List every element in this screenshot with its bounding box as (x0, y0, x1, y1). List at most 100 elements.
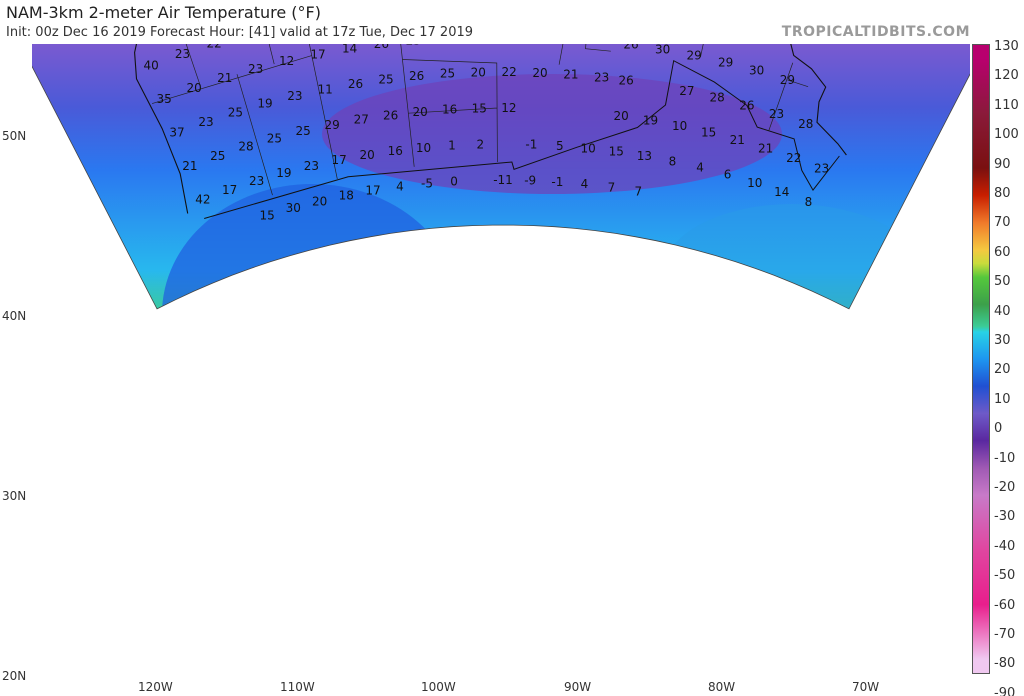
temperature-value: 23 (814, 161, 829, 175)
temperature-value: 23 (198, 115, 213, 129)
temperature-value: 13 (637, 149, 652, 163)
temperature-value: 28 (798, 117, 813, 131)
colorbar-tick-label: 10 (994, 391, 1011, 407)
colorbar-tick-label: -90 (994, 685, 1016, 696)
lat-label: 30N (2, 489, 27, 503)
warm-region-southeast (572, 274, 970, 309)
temperature-value: -1 (525, 138, 537, 152)
lat-label: 50N (2, 129, 27, 143)
lon-label: 100W (421, 680, 456, 694)
colorbar-tick-label: 30 (994, 333, 1011, 348)
temperature-value: 28 (709, 91, 724, 105)
map-title: NAM-3km 2-meter Air Temperature (°F) (6, 3, 321, 22)
temperature-value: 16 (442, 103, 457, 117)
colorbar-tick-label: 0 (994, 421, 1003, 437)
temperature-value: 20 (412, 105, 427, 119)
east-coastline (790, 44, 847, 156)
temperature-value: 26 (623, 44, 638, 52)
temperature-value: -11 (493, 173, 513, 187)
temperature-value: 1 (448, 139, 456, 153)
temperature-value: 30 (655, 44, 670, 57)
colorbar-tick-label: -60 (994, 597, 1016, 613)
temperature-value: 21 (563, 68, 578, 82)
temperature-value: 40 (144, 58, 159, 72)
temperature-value: 25 (267, 132, 282, 146)
temperature-value: 15 (701, 126, 716, 140)
temperature-value: 27 (679, 84, 694, 98)
temperature-value: 6 (724, 168, 732, 182)
temperature-value: 29 (325, 118, 340, 132)
temperature-value: 23 (175, 47, 190, 61)
temperature-value: -5 (421, 177, 433, 191)
temperature-value: 19 (276, 166, 291, 180)
temperature-value: 20 (360, 148, 375, 162)
temperature-value: 22 (502, 65, 517, 79)
temperature-value: 29 (780, 73, 795, 87)
lat-label: 40N (2, 309, 27, 323)
temperature-value: 23 (594, 70, 609, 84)
temperature-value: 26 (618, 73, 633, 87)
colorbar-tick-label: 130 (994, 39, 1019, 54)
temperature-value: 28 (438, 44, 453, 45)
mild-region-plains (312, 334, 712, 514)
temperature-value: 25 (228, 105, 243, 119)
temperature-value: 25 (210, 149, 225, 163)
temperature-value: 26 (409, 69, 424, 83)
temperature-value: 4 (696, 161, 704, 175)
temperature-value: 23 (287, 89, 302, 103)
temperature-value: 23 (769, 107, 784, 121)
temperature-value: 2 (476, 137, 484, 151)
temperature-value: 17 (222, 183, 237, 197)
west-coastline (134, 44, 189, 214)
colorbar-tick-label: -10 (994, 450, 1016, 466)
colorbar-tick-label: 80 (994, 186, 1011, 201)
temperature-value: 21 (758, 142, 773, 156)
temperature-value: 20 (471, 65, 486, 79)
temperature-value: 16 (388, 144, 403, 158)
temperature-value: 30 (286, 201, 301, 215)
temperature-value: 22 (206, 44, 221, 51)
temperature-value: 23 (248, 62, 263, 76)
temperature-value: 7 (608, 180, 616, 194)
colorbar-tick-label: 100 (994, 127, 1019, 143)
lon-label: 70W (852, 680, 880, 694)
colorbar-tick-label: -70 (994, 627, 1016, 642)
temperature-value: 10 (747, 176, 762, 190)
temperature-value: 8 (805, 195, 813, 209)
state-lines (151, 44, 809, 196)
temperature-value: 14 (342, 44, 357, 56)
temperature-value: 15 (260, 209, 275, 223)
temperature-value: 25 (440, 67, 455, 81)
colorbar-tick-label: 60 (994, 244, 1011, 260)
lon-label: 120W (138, 680, 173, 694)
colorbar-tick-label: 50 (994, 274, 1011, 290)
colorbar-tick-label: -30 (994, 509, 1016, 525)
temperature-value: 22 (786, 151, 801, 165)
coastlines (134, 44, 847, 214)
us-canada-border (204, 59, 840, 219)
colorbar-tick-label: 120 (994, 68, 1019, 84)
temperature-value: 23 (566, 44, 581, 46)
temperature-value: -1 (551, 175, 563, 189)
temperature-value: 12 (279, 54, 294, 68)
temperature-value: 26 (739, 98, 754, 112)
temperature-value: 14 (774, 185, 789, 199)
colorbar-tick-label: 90 (994, 156, 1011, 172)
colorbar-tick-label: -20 (994, 480, 1016, 495)
lon-label: 110W (280, 680, 315, 694)
temperature-value: 25 (406, 44, 421, 47)
forecast-info: Init: 00z Dec 16 2019 Forecast Hour: [41… (6, 25, 474, 40)
colorbar-tick-label: 110 (994, 97, 1019, 113)
lon-label: 80W (708, 680, 736, 694)
temperature-value: 30 (749, 64, 764, 78)
temperature-value: 17 (310, 47, 325, 61)
temperature-value: 0 (450, 175, 458, 189)
temperature-value: 10 (580, 141, 595, 155)
cold-region-rockies (162, 184, 462, 309)
warm-region-pacific (32, 524, 212, 674)
domain-boundary (32, 65, 970, 310)
colorbar-tick-label: 40 (994, 303, 1011, 319)
